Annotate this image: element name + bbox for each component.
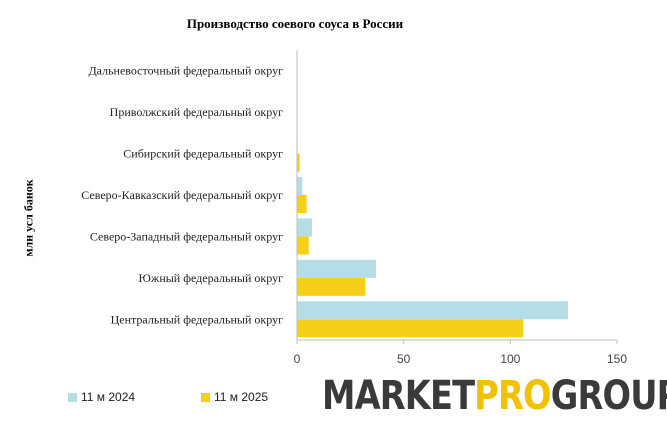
- category-label: Сибирский федеральный округ: [123, 147, 283, 161]
- chart-title: Производство соевого соуса в России: [186, 16, 404, 31]
- logo-part-market: MARKET: [322, 373, 475, 419]
- category-label: Центральный федеральный округ: [111, 312, 283, 326]
- bar-2025-cat-2: [297, 236, 309, 255]
- x-tick-label: 100: [500, 352, 520, 366]
- category-label: Северо-Кавказский федеральный округ: [81, 188, 283, 202]
- x-tick-label: 50: [397, 352, 411, 366]
- marketprogroup-logo: MARKETPROGROUP: [322, 368, 667, 424]
- bar-2024-cat-3: [297, 177, 303, 195]
- category-label: Северо-Западный федеральный округ: [90, 229, 283, 243]
- bar-2025-cat-1: [297, 277, 366, 296]
- legend-swatch-2024: [68, 392, 77, 402]
- bar-2024-cat-1: [297, 259, 376, 278]
- legend-label-2025: 11 м 2025: [214, 390, 269, 404]
- logo-part-pro: PRO: [474, 373, 551, 419]
- category-label: Приволжский федеральный округ: [110, 105, 283, 119]
- legend-label-2024: 11 м 2024: [81, 390, 136, 404]
- bar-2024-cat-2: [297, 218, 312, 237]
- legend-item-2025: 11 м 2025: [201, 390, 268, 404]
- bar-2024-cat-0: [297, 301, 568, 320]
- bar-2025-cat-3: [297, 195, 307, 213]
- x-tick-label: 150: [607, 352, 627, 366]
- logo-part-group: GROUP: [550, 373, 667, 419]
- category-label: Дальневосточный федеральный округ: [88, 64, 283, 78]
- category-label: Южный федеральный округ: [139, 271, 284, 285]
- x-tick-label: 0: [294, 352, 301, 366]
- legend-item-2024: 11 м 2024: [68, 390, 135, 404]
- legend-swatch-2025: [201, 392, 210, 402]
- bar-2025-cat-4: [297, 153, 300, 172]
- bar-2025-cat-0: [297, 319, 524, 338]
